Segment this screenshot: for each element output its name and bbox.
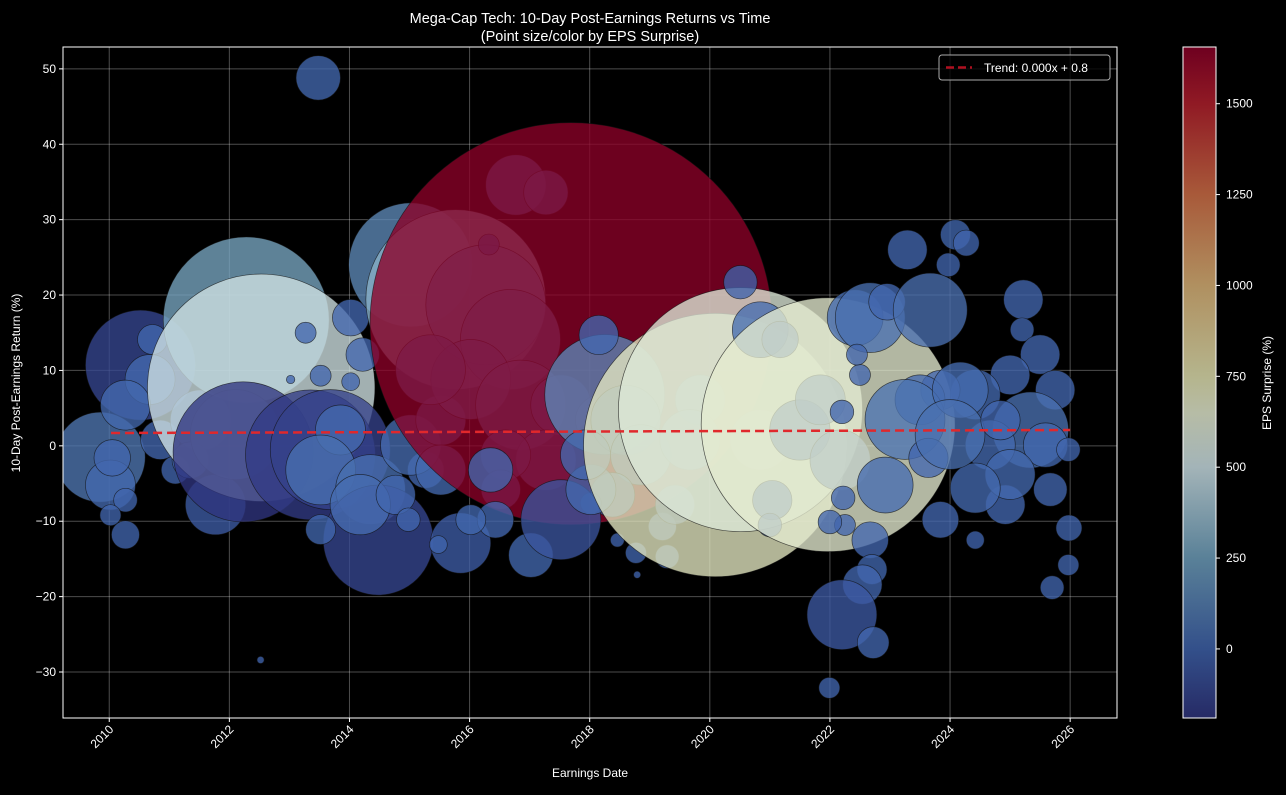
data-point bbox=[295, 55, 341, 101]
data-point bbox=[830, 485, 856, 511]
data-point bbox=[1020, 334, 1061, 375]
data-point bbox=[846, 343, 868, 366]
y-tick-label: 30 bbox=[43, 213, 57, 227]
data-point bbox=[286, 374, 296, 385]
data-point bbox=[468, 447, 514, 493]
data-point bbox=[396, 507, 421, 532]
data-point bbox=[429, 535, 448, 554]
colorbar-ticks: 0 250 500 750 1000 1250 1500 bbox=[1216, 97, 1253, 656]
x-tick-label: 2026 bbox=[1048, 722, 1077, 751]
data-point bbox=[1033, 472, 1068, 507]
colorbar-tick-label: 250 bbox=[1226, 551, 1246, 565]
data-point bbox=[949, 462, 1001, 514]
data-point bbox=[633, 570, 642, 579]
colorbar-tick-label: 1500 bbox=[1226, 97, 1253, 111]
data-point bbox=[921, 501, 960, 539]
data-point bbox=[817, 509, 843, 535]
data-point bbox=[1039, 575, 1065, 600]
data-point bbox=[806, 579, 878, 650]
data-point bbox=[341, 372, 360, 392]
data-point bbox=[851, 521, 889, 559]
colorbar-tick-label: 1000 bbox=[1226, 278, 1253, 292]
y-tick-label: 10 bbox=[43, 363, 57, 377]
colorbar: 0 250 500 750 1000 1250 1500 EPS Surprise (%) bbox=[1182, 46, 1274, 719]
data-point bbox=[99, 504, 122, 527]
data-point bbox=[818, 677, 841, 699]
data-point bbox=[856, 626, 890, 659]
data-point bbox=[1055, 514, 1083, 542]
data-point bbox=[887, 229, 928, 270]
x-tick-label: 2018 bbox=[568, 722, 597, 751]
y-tick-label: 40 bbox=[43, 137, 57, 151]
chart-subtitle: (Point size/color by EPS Surprise) bbox=[481, 29, 699, 45]
data-point bbox=[856, 456, 914, 514]
trend-line bbox=[111, 428, 1071, 435]
data-point bbox=[1056, 437, 1081, 462]
chart-title: Mega-Cap Tech: 10-Day Post-Earnings Retu… bbox=[410, 11, 771, 27]
data-point bbox=[455, 504, 487, 536]
x-tick-label: 2020 bbox=[688, 722, 717, 751]
x-tick-label: 2016 bbox=[448, 722, 477, 751]
x-tick-label: 2010 bbox=[88, 722, 117, 751]
legend: Trend: 0.000x + 0.8 bbox=[938, 54, 1111, 81]
data-point bbox=[914, 399, 986, 470]
y-tick-label: −20 bbox=[36, 590, 57, 604]
data-point bbox=[93, 439, 131, 477]
data-point bbox=[892, 272, 968, 348]
data-point bbox=[1003, 279, 1044, 320]
data-point bbox=[723, 265, 758, 300]
data-point bbox=[294, 321, 317, 344]
x-axis: 2010 2012 2014 2016 2018 2020 2022 2024 2026 bbox=[88, 718, 1078, 751]
x-tick-label: 2022 bbox=[808, 722, 837, 751]
colorbar-tick-label: 0 bbox=[1226, 642, 1233, 656]
data-point bbox=[952, 229, 980, 257]
y-tick-label: 0 bbox=[49, 439, 56, 453]
y-axis-label: 10-Day Post-Earnings Return (%) bbox=[9, 294, 23, 473]
data-point bbox=[829, 399, 855, 425]
x-axis-label: Earnings Date bbox=[552, 766, 628, 780]
y-tick-label: 20 bbox=[43, 288, 57, 302]
data-point bbox=[256, 656, 265, 664]
x-tick-label: 2014 bbox=[328, 722, 357, 751]
data-point bbox=[936, 252, 961, 278]
colorbar-gradient bbox=[1182, 46, 1217, 719]
y-tick-label: −30 bbox=[36, 665, 57, 679]
x-tick-label: 2024 bbox=[928, 722, 957, 751]
data-point bbox=[578, 314, 619, 356]
y-axis: −30 −20 −10 0 10 20 30 40 50 bbox=[36, 62, 63, 679]
data-point bbox=[1009, 317, 1035, 342]
data-point bbox=[113, 487, 138, 513]
data-point bbox=[375, 474, 416, 515]
legend-box bbox=[938, 54, 1111, 81]
data-point bbox=[849, 364, 871, 386]
colorbar-tick-label: 1250 bbox=[1226, 188, 1253, 202]
colorbar-label: EPS Surprise (%) bbox=[1260, 336, 1274, 430]
data-point bbox=[1057, 554, 1080, 576]
data-point bbox=[111, 520, 140, 550]
data-point bbox=[309, 364, 332, 387]
y-tick-label: −10 bbox=[36, 514, 57, 528]
legend-trend-label: Trend: 0.000x + 0.8 bbox=[984, 61, 1088, 75]
x-tick-label: 2012 bbox=[208, 722, 237, 751]
colorbar-tick-label: 750 bbox=[1226, 369, 1246, 383]
data-point bbox=[965, 530, 985, 550]
data-point bbox=[100, 379, 151, 431]
scatter-points bbox=[63, 55, 1083, 699]
y-tick-label: 50 bbox=[43, 62, 57, 76]
data-point bbox=[305, 514, 336, 545]
data-point bbox=[980, 400, 1021, 441]
colorbar-tick-label: 500 bbox=[1226, 460, 1246, 474]
